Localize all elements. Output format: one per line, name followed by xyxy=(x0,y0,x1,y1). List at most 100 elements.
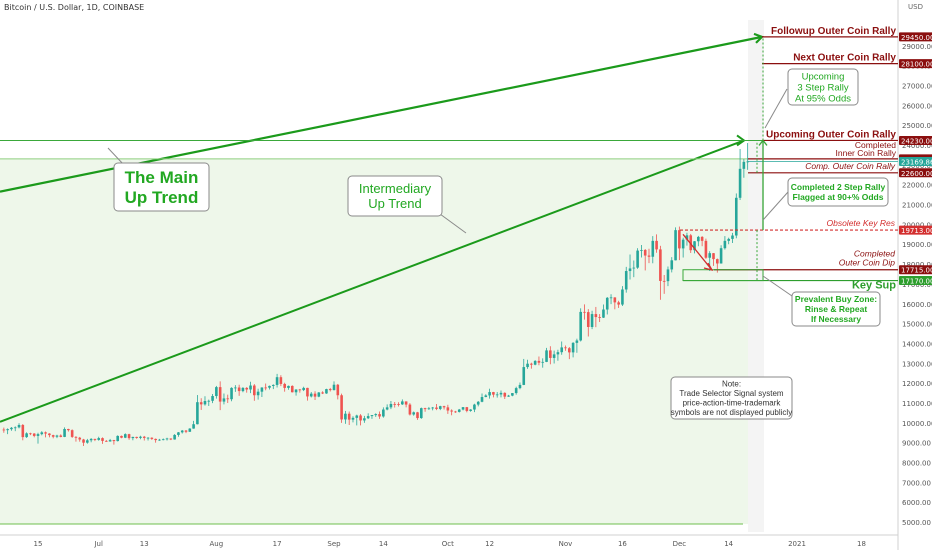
candle-body xyxy=(302,387,305,391)
candle-body xyxy=(446,407,450,411)
intermediary-trend-callout-text-line: Up Trend xyxy=(368,196,421,211)
candle-body xyxy=(234,387,237,389)
time-tick-label: 16 xyxy=(618,540,627,548)
candle-body xyxy=(184,430,188,432)
candle-body xyxy=(108,440,112,442)
candle-body xyxy=(526,363,529,368)
candle-body xyxy=(215,387,218,397)
main-up-trend-callout-text-line: The Main xyxy=(125,168,199,187)
candle-body xyxy=(624,271,628,290)
currency-label: USD xyxy=(908,3,923,11)
price-tick-label: 15000.00 xyxy=(902,321,932,329)
candle-body xyxy=(344,413,347,420)
candle-body xyxy=(146,437,150,439)
price-tick-label: 29000.00 xyxy=(902,43,932,51)
candle-body xyxy=(412,412,416,415)
candle-body xyxy=(731,235,734,239)
candle-body xyxy=(488,392,491,396)
candle-body xyxy=(457,409,461,412)
time-tick-label: Sep xyxy=(327,540,341,548)
candle-body xyxy=(609,297,613,299)
note-callout-text-line: price-action-time-trademark xyxy=(683,399,782,408)
candle-body xyxy=(560,347,564,353)
candle-body xyxy=(287,385,290,388)
candle-body xyxy=(385,407,389,410)
candle-body xyxy=(495,394,499,396)
candle-body xyxy=(602,309,605,318)
level-price-label: 19713.00 xyxy=(901,227,932,235)
time-tick-label: 14 xyxy=(379,540,388,548)
symbol-header: Bitcoin / U.S. Dollar, 1D, COINBASE xyxy=(4,3,145,12)
candle-body xyxy=(86,440,89,443)
candle-body xyxy=(211,396,214,401)
followup-outer-rally-label: Followup Outer Coin Rally xyxy=(771,26,896,37)
completed-inner-rally-label-line2: Inner Coin Rally xyxy=(836,148,897,158)
buy-zone-callout-pointer xyxy=(762,275,793,297)
candle-body xyxy=(530,363,533,365)
level-price-label: 24230.00 xyxy=(901,137,932,145)
candle-body xyxy=(507,395,510,397)
candle-body xyxy=(514,388,518,394)
candle-body xyxy=(63,428,66,437)
candle-body xyxy=(256,391,260,396)
candle-body xyxy=(321,392,324,394)
candle-body xyxy=(666,269,670,282)
level-price-tag xyxy=(899,225,932,235)
candle-body xyxy=(317,392,321,397)
price-tick-label: 10000.00 xyxy=(902,420,932,428)
price-tick-label: 25000.00 xyxy=(902,122,932,130)
upcoming-rally-callout-pointer xyxy=(764,88,788,129)
candle-body xyxy=(651,240,655,257)
candle-body xyxy=(442,406,446,408)
candle-body xyxy=(97,438,101,440)
next-outer-rally-label: Next Outer Coin Rally xyxy=(793,53,896,64)
candle-body xyxy=(123,434,127,438)
candle-body xyxy=(511,393,514,396)
candle-body xyxy=(613,297,617,303)
candle-body xyxy=(662,280,666,282)
main-up-trend-callout-pointer xyxy=(107,147,125,166)
candle-body xyxy=(101,438,104,441)
candle-body xyxy=(473,404,476,410)
candle-body xyxy=(355,415,359,418)
key-sup-label: Key Sup xyxy=(852,280,896,292)
price-tick-label: 7000.00 xyxy=(902,479,931,487)
candle-body xyxy=(241,387,245,392)
upcoming-rally-callout-box xyxy=(787,68,859,106)
intermediary-trend-callout-box xyxy=(347,175,443,217)
candle-body xyxy=(131,436,135,439)
buy-zone-box xyxy=(682,269,764,282)
candle-body xyxy=(359,415,362,421)
candle-body xyxy=(427,408,431,410)
level-price-tag xyxy=(899,32,932,42)
candle-body xyxy=(67,428,70,431)
candle-body xyxy=(719,248,723,264)
candle-body xyxy=(461,407,465,410)
level-price-tag xyxy=(899,276,932,286)
candle-body xyxy=(21,425,25,438)
candle-body xyxy=(89,438,93,441)
candle-body xyxy=(727,238,730,241)
candle-body xyxy=(237,387,241,392)
level-price-tag xyxy=(899,135,932,145)
price-tick-label: 18000.00 xyxy=(902,261,932,269)
candle-body xyxy=(621,289,624,305)
level-price-tag xyxy=(899,156,932,166)
candle-body xyxy=(36,434,40,436)
candle-body xyxy=(328,389,332,391)
completed-inner-rally-label-line1: Completed xyxy=(855,140,896,150)
candle-body xyxy=(260,387,264,392)
candle-body xyxy=(518,384,522,389)
candle-body xyxy=(93,438,97,440)
candle-body xyxy=(598,317,601,318)
price-tick-label: 11000.00 xyxy=(902,400,932,408)
candle-body xyxy=(681,239,685,249)
candle-body xyxy=(253,385,256,396)
candle-body xyxy=(112,440,116,442)
level-price-label: 23169.86 xyxy=(901,158,932,166)
price-tick-label: 5000.00 xyxy=(902,519,931,527)
candle-body xyxy=(51,435,55,437)
candle-body xyxy=(632,267,636,269)
